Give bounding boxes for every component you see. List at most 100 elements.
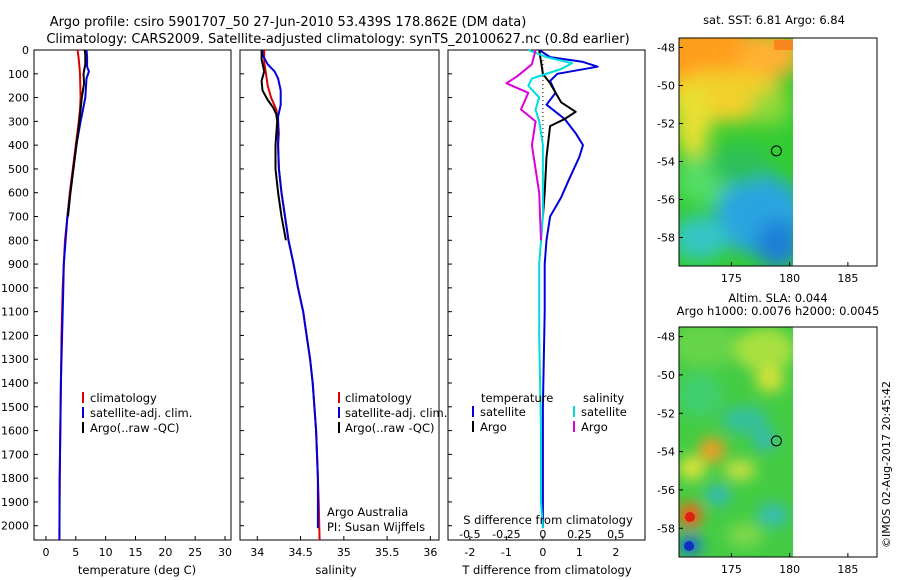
x-tick-label: 0 bbox=[42, 546, 49, 559]
legend-group-salinity: salinity bbox=[583, 391, 624, 405]
series-line-satellite-salinity bbox=[527, 49, 573, 529]
x-tick-label: 34.5 bbox=[288, 546, 313, 559]
difference-legend: temperature satellite Argo salinity sate… bbox=[472, 391, 627, 434]
depth-tick-label: 1100 bbox=[1, 306, 29, 319]
depth-tick-label: 1700 bbox=[1, 448, 29, 461]
temperature-plot-frame bbox=[33, 49, 232, 541]
legend-label-argo: Argo(..raw -QC) bbox=[345, 421, 435, 435]
top-tick-label: 0.5 bbox=[607, 528, 625, 541]
temperature-axis-label: temperature (deg C) bbox=[78, 563, 196, 577]
legend-label-satellite: satellite-adj. clim. bbox=[90, 406, 192, 420]
sla-argo-position-marker bbox=[770, 435, 782, 447]
lat-tick-label: -58 bbox=[657, 232, 675, 245]
lat-tick-label: -56 bbox=[657, 484, 675, 497]
depth-tick-label: 1800 bbox=[1, 472, 29, 485]
depth-tick-label: 300 bbox=[8, 115, 29, 128]
salinity-plot-frame bbox=[239, 49, 440, 541]
sst-map-axes: 175 180 185 -48 -50 -52 -54 -56 -58 bbox=[657, 42, 858, 286]
top-tick-label: -0.5 bbox=[459, 528, 480, 541]
figure-title-line1: Argo profile: csiro 5901707_50 27-Jun-20… bbox=[50, 15, 527, 30]
x-tick-label: 35.5 bbox=[375, 546, 400, 559]
sst-map-title: sat. SST: 6.81 Argo: 6.84 bbox=[703, 13, 845, 27]
depth-tick-label: 500 bbox=[8, 163, 29, 176]
x-tick-label: 30 bbox=[218, 546, 232, 559]
lon-tick-label: 175 bbox=[721, 272, 742, 285]
lat-tick-label: -52 bbox=[657, 118, 675, 131]
salinity-legend: climatology satellite-adj. clim. Argo(..… bbox=[327, 391, 447, 534]
series-line-argo-raw-qc- bbox=[260, 50, 287, 241]
pi-label: PI: Susan Wijffels bbox=[327, 520, 425, 534]
lon-tick-label: 175 bbox=[721, 563, 742, 576]
sla-map-axes: 175 180 185 -48 -50 -52 -54 -56 -58 bbox=[657, 331, 858, 576]
argo-australia-label: Argo Australia bbox=[327, 505, 408, 519]
series-line-satellite-adj-clim- bbox=[58, 49, 90, 541]
sla-map-title: Altim. SLA: 0.044 bbox=[728, 291, 827, 305]
legend-group-temperature: temperature bbox=[481, 391, 553, 405]
lon-tick-label: 180 bbox=[779, 272, 800, 285]
x-tick-label: 10 bbox=[99, 546, 113, 559]
lat-tick-label: -52 bbox=[657, 407, 675, 420]
sst-heatmap bbox=[679, 38, 793, 266]
series-line-argo-raw-qc- bbox=[67, 49, 87, 217]
depth-tick-label: 1200 bbox=[1, 329, 29, 342]
temperature-legend: climatology satellite-adj. clim. Argo(..… bbox=[82, 391, 192, 435]
series-line-satellite-adj-clim- bbox=[261, 50, 319, 529]
series-line-satellite-temperature bbox=[538, 49, 599, 529]
lon-tick-label: 185 bbox=[837, 563, 858, 576]
copyright-label: ©IMOS 02-Aug-2017 20:45:42 bbox=[880, 381, 893, 548]
temperature-plot: 0 5 10 15 20 25 30 bbox=[42, 49, 232, 559]
lat-tick-label: -56 bbox=[657, 194, 675, 207]
lat-tick-label: -54 bbox=[657, 446, 675, 459]
legend-label-sal-satellite: satellite bbox=[581, 405, 627, 419]
x-tick-label: 20 bbox=[158, 546, 172, 559]
x-tick-label: -2 bbox=[464, 546, 475, 559]
depth-tick-label: 1300 bbox=[1, 353, 29, 366]
x-tick-label: 2 bbox=[612, 546, 619, 559]
difference-plot: -2 -1 0 1 2 bbox=[464, 49, 619, 559]
x-tick-label: 25 bbox=[188, 546, 202, 559]
legend-label-temp-satellite: satellite bbox=[480, 405, 526, 419]
x-tick-label: 34 bbox=[250, 546, 264, 559]
lat-tick-label: -54 bbox=[657, 156, 675, 169]
top-tick-label: 0.25 bbox=[567, 528, 592, 541]
series-line-argo-temperature bbox=[538, 49, 577, 217]
salinity-difference-axis: -0.5 -0.25 0 0.25 0.5 bbox=[459, 528, 624, 541]
legend-label-satellite: satellite-adj. clim. bbox=[345, 406, 447, 420]
salinity-axis-label: salinity bbox=[315, 563, 356, 577]
sst-white-mark bbox=[800, 69, 808, 80]
legend-label-climatology: climatology bbox=[345, 391, 412, 405]
difference-plot-frame bbox=[447, 49, 646, 541]
depth-tick-label: 600 bbox=[8, 187, 29, 200]
x-tick-label: 1 bbox=[576, 546, 583, 559]
x-tick-label: 36 bbox=[423, 546, 437, 559]
depth-axis: 0 100 200 300 400 500 600 700 800 900 1000 1100 1200… bbox=[1, 44, 452, 533]
lat-tick-label: -48 bbox=[657, 331, 675, 344]
depth-tick-label: 1500 bbox=[1, 401, 29, 414]
sst-argo-position-marker bbox=[770, 145, 782, 157]
depth-tick-label: 1600 bbox=[1, 425, 29, 438]
lon-tick-label: 185 bbox=[837, 272, 858, 285]
lat-tick-label: -58 bbox=[657, 522, 675, 535]
lat-tick-label: -48 bbox=[657, 42, 675, 55]
depth-tick-label: 700 bbox=[8, 211, 29, 224]
temperature-difference-axis-label: T difference from climatology bbox=[461, 563, 632, 577]
x-tick-label: 15 bbox=[128, 546, 142, 559]
depth-tick-label: 2000 bbox=[1, 520, 29, 533]
lon-tick-label: 180 bbox=[779, 563, 800, 576]
lat-tick-label: -50 bbox=[657, 80, 675, 93]
sst-map-frame bbox=[678, 37, 878, 267]
top-tick-label: -0.25 bbox=[492, 528, 520, 541]
depth-tick-label: 200 bbox=[8, 92, 29, 105]
legend-label-temp-argo: Argo bbox=[480, 420, 507, 434]
x-tick-label: 0 bbox=[539, 546, 546, 559]
series-line-argo-salinity bbox=[505, 49, 542, 241]
sla-map-frame bbox=[678, 326, 878, 558]
sla-map-subtitle: Argo h1000: 0.0076 h2000: 0.0045 bbox=[677, 304, 880, 318]
depth-tick-label: 800 bbox=[8, 234, 29, 247]
depth-tick-label: 100 bbox=[8, 68, 29, 81]
depth-tick-label: 1400 bbox=[1, 377, 29, 390]
depth-tick-label: 900 bbox=[8, 258, 29, 271]
depth-tick-label: 0 bbox=[22, 44, 29, 57]
x-tick-label: -1 bbox=[501, 546, 512, 559]
